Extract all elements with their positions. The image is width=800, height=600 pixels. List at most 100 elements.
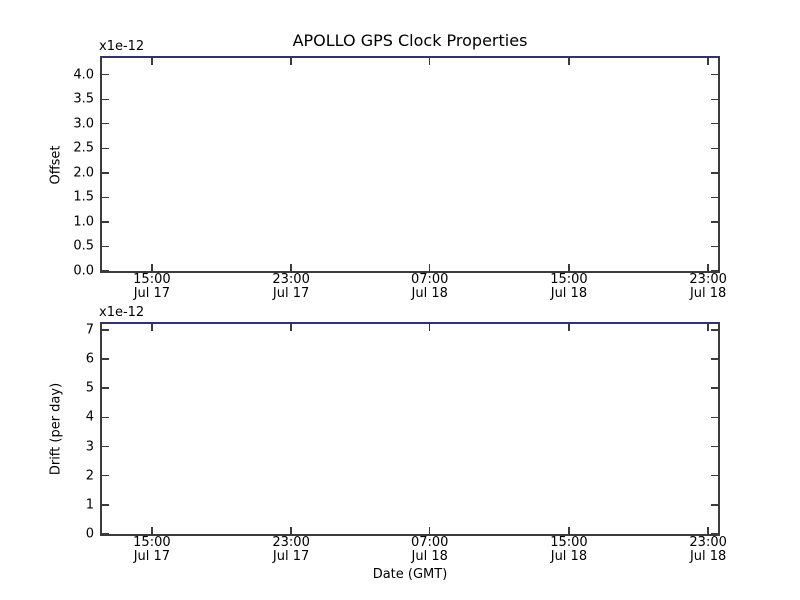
y-tick-mark-right [711,533,718,535]
y-tick-mark-right [711,329,718,331]
y-tick-label: 3.5 [73,91,94,107]
y-tick-label: 5 [85,380,94,396]
y-tick-mark-right [711,196,718,199]
y-tick-mark-right [711,245,718,248]
x-tick-mark-bottom [290,527,292,534]
x-tick-date: Jul 17 [133,549,171,564]
x-tick-label: 23:00 Jul 17 [272,536,309,564]
y-tick-mark-right [711,387,718,389]
x-tick-date: Jul 17 [272,286,310,301]
x-tick-time: 15:00 [550,535,588,550]
x-tick-mark-bottom [151,264,153,271]
x-tick-mark-bottom [568,527,570,534]
x-tick-mark-top [707,324,709,331]
x-tick-date: Jul 18 [689,549,727,564]
x-tick-label: 23:00 Jul 17 [272,273,309,301]
y-tick-mark-right [711,73,718,76]
x-tick-label: 15:00 Jul 18 [550,273,587,301]
y-tick-label: 7 [85,322,94,338]
x-tick-time: 07:00 [410,535,449,550]
y-tick-mark-left [102,358,109,360]
x-tick-time: 07:00 [410,272,449,287]
y-tick-label: 6 [85,351,94,367]
x-tick-date: Jul 17 [133,286,171,301]
x-tick-mark-top [568,58,570,65]
x-tick-mark-top [429,324,431,331]
offset-y-axis-label: Offset [48,144,64,185]
y-tick-mark-right [711,358,718,360]
y-tick-label: 1 [85,497,94,513]
y-tick-mark-left [102,147,109,149]
y-tick-mark-left [102,329,109,331]
y-tick-mark-left [102,474,109,477]
x-tick-mark-bottom [707,264,709,271]
x-tick-time: 23:00 [689,535,727,550]
chart-title: APOLLO GPS Clock Properties [292,31,528,50]
y-tick-mark-left [102,533,109,535]
y-tick-mark-right [711,221,718,223]
y-tick-label: 1.0 [73,214,94,230]
x-tick-time: 23:00 [272,272,310,287]
y-tick-mark-left [102,445,109,448]
y-tick-label: 3 [85,439,94,454]
y-tick-label: 3.0 [73,116,94,132]
y-tick-label: 2 [85,468,94,484]
y-tick-mark-left [102,270,109,272]
y-tick-mark-left [102,172,109,174]
x-tick-mark-top [151,324,153,331]
y-tick-mark-right [711,147,718,149]
drift-y-scale-multiplier: x1e-12 [99,305,145,320]
x-tick-date: Jul 18 [550,549,588,564]
x-tick-mark-bottom [429,527,431,534]
x-tick-mark-top [568,324,570,331]
x-tick-mark-top [290,324,292,331]
x-tick-time: 23:00 [272,535,310,550]
x-tick-mark-bottom [707,527,709,534]
x-tick-mark-top [707,58,709,65]
y-tick-mark-left [102,221,109,223]
y-tick-mark-left [102,504,109,506]
x-tick-mark-top [429,58,431,65]
y-tick-mark-left [102,245,109,248]
x-tick-label: 07:00 Jul 18 [411,273,448,301]
x-tick-mark-bottom [151,527,153,534]
x-tick-mark-bottom [568,264,570,271]
x-tick-label: 07:00 Jul 18 [411,536,448,564]
x-tick-label: 15:00 Jul 17 [133,273,170,301]
x-tick-date: Jul 18 [411,286,448,301]
x-tick-date: Jul 18 [550,286,588,301]
x-tick-date: Jul 18 [411,549,448,564]
x-tick-label: 23:00 Jul 18 [689,536,726,564]
y-tick-mark-right [711,123,718,125]
y-tick-label: 4.0 [73,67,94,83]
y-tick-mark-left [102,123,109,125]
offset-y-scale-multiplier: x1e-12 [99,39,145,54]
y-tick-mark-right [711,474,718,477]
y-tick-mark-right [711,504,718,506]
y-tick-mark-left [102,196,109,199]
x-tick-time: 15:00 [133,535,171,550]
y-tick-mark-left [102,98,109,100]
y-tick-label: 2.0 [73,165,94,181]
x-tick-time: 15:00 [133,272,171,287]
x-tick-date: Jul 17 [272,549,310,564]
y-tick-mark-left [102,387,109,389]
x-tick-time: 23:00 [689,272,727,287]
x-tick-time: 15:00 [550,272,588,287]
offset-plot-area: x1e-12 Offset 0.0 0.5 1.0 1.5 2.0 2.5 3.0 3.5 4.… [49,40,727,301]
x-tick-label: 23:00 Jul 18 [689,273,726,301]
y-tick-mark-right [711,172,718,174]
y-tick-mark-right [711,416,718,419]
y-tick-label: 1.5 [73,189,94,205]
drift-y-axis-label: Drift (per day) [48,382,64,476]
y-tick-label: 2.5 [73,140,94,156]
y-tick-mark-right [711,445,718,448]
x-tick-mark-bottom [429,264,431,271]
y-tick-label: 0.5 [73,238,94,254]
y-tick-mark-right [711,270,718,272]
x-tick-mark-bottom [290,264,292,271]
y-tick-mark-left [102,73,109,76]
y-tick-mark-left [102,416,109,419]
x-tick-mark-top [151,58,153,65]
